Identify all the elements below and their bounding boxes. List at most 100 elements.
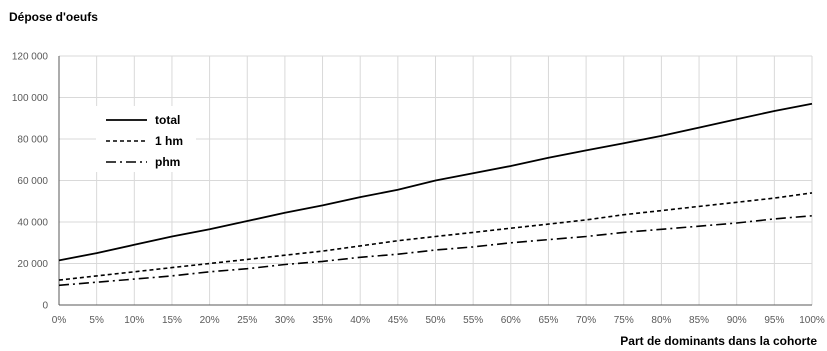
series-line-total: [58, 102, 813, 262]
data-point-total: [283, 211, 287, 215]
data-point-1-hm: [584, 218, 588, 222]
legend-label: phm: [155, 155, 180, 169]
legend: total 1 hm phm: [96, 106, 196, 172]
y-tick-label: 20 000: [17, 259, 48, 270]
data-point-phm: [57, 283, 61, 287]
data-point-1-hm: [546, 222, 550, 226]
y-tick-label: 80 000: [17, 135, 48, 146]
data-point-total: [95, 251, 99, 255]
y-tick-label: 60 000: [17, 176, 48, 187]
x-tick-label: 5%: [89, 315, 104, 326]
x-tick-label: 55%: [463, 315, 483, 326]
data-point-phm: [245, 267, 249, 271]
data-point-phm: [697, 224, 701, 228]
data-point-total: [509, 164, 513, 168]
legend-background: [96, 106, 196, 172]
data-point-1-hm: [170, 266, 174, 270]
data-point-1-hm: [735, 200, 739, 204]
data-point-1-hm: [810, 191, 814, 195]
data-point-phm: [772, 217, 776, 221]
data-point-total: [358, 195, 362, 199]
data-point-1-hm: [434, 235, 438, 239]
x-tick-label: 40%: [350, 315, 370, 326]
x-tick-label: 30%: [275, 315, 295, 326]
data-point-1-hm: [396, 239, 400, 243]
data-point-total: [57, 258, 61, 262]
data-point-total: [321, 203, 325, 207]
data-point-1-hm: [659, 209, 663, 213]
data-point-phm: [471, 245, 475, 249]
data-point-total: [245, 219, 249, 223]
x-tick-label: 90%: [727, 315, 747, 326]
data-point-1-hm: [358, 244, 362, 248]
data-point-phm: [283, 263, 287, 267]
x-tick-label: 60%: [501, 315, 521, 326]
y-tick-label: 100 000: [12, 93, 49, 104]
series-line-1-hm: [58, 192, 813, 281]
data-point-1-hm: [321, 249, 325, 253]
data-point-1-hm: [622, 213, 626, 217]
data-point-phm: [584, 235, 588, 239]
x-tick-label: 45%: [388, 315, 408, 326]
x-tick-label: 50%: [425, 315, 445, 326]
x-tick-label: 10%: [124, 315, 144, 326]
x-tick-label: 95%: [764, 315, 784, 326]
data-point-total: [471, 171, 475, 175]
data-point-1-hm: [283, 253, 287, 257]
y-tick-label: 40 000: [17, 218, 48, 229]
y-tick-label: 0: [42, 301, 48, 312]
data-point-1-hm: [57, 278, 61, 282]
data-point-total: [396, 188, 400, 192]
data-point-total: [434, 179, 438, 183]
data-point-phm: [396, 252, 400, 256]
y-tick-label: 120 000: [12, 52, 49, 63]
x-axis-title: Part de dominants dans la cohorte: [620, 334, 817, 348]
data-point-1-hm: [208, 262, 212, 266]
data-point-total: [208, 227, 212, 231]
x-tick-label: 75%: [614, 315, 634, 326]
data-point-1-hm: [697, 204, 701, 208]
x-tick-label: 85%: [689, 315, 709, 326]
data-point-total: [659, 134, 663, 138]
data-point-1-hm: [245, 257, 249, 261]
data-point-1-hm: [132, 270, 136, 274]
data-point-phm: [810, 214, 814, 218]
data-point-phm: [132, 277, 136, 281]
y-axis-title: Dépose d'oeufs: [9, 10, 98, 24]
legend-label: 1 hm: [155, 134, 183, 148]
x-tick-label: 25%: [237, 315, 257, 326]
x-tick-label: 15%: [162, 315, 182, 326]
data-point-total: [622, 141, 626, 145]
series-line-phm: [58, 215, 813, 287]
data-point-phm: [546, 238, 550, 242]
data-point-phm: [509, 241, 513, 245]
data-point-total: [697, 126, 701, 130]
x-tick-label: 20%: [200, 315, 220, 326]
data-point-phm: [321, 259, 325, 263]
data-point-1-hm: [95, 274, 99, 278]
x-tick-label: 100%: [799, 315, 825, 326]
data-point-total: [584, 148, 588, 152]
data-point-phm: [434, 248, 438, 252]
axes: [58, 56, 812, 306]
x-tick-label: 80%: [651, 315, 671, 326]
x-tick-label: 35%: [313, 315, 333, 326]
data-point-phm: [95, 280, 99, 284]
data-point-phm: [622, 230, 626, 234]
data-point-total: [810, 102, 814, 106]
gridlines: [59, 55, 813, 305]
data-point-total: [546, 156, 550, 160]
data-point-phm: [735, 221, 739, 225]
data-point-phm: [170, 274, 174, 278]
x-tick-label: 65%: [538, 315, 558, 326]
x-tick-label: 0%: [52, 315, 67, 326]
data-point-total: [170, 235, 174, 239]
legend-label: total: [155, 113, 180, 127]
data-point-phm: [208, 270, 212, 274]
data-point-1-hm: [471, 230, 475, 234]
data-point-total: [735, 117, 739, 121]
data-point-total: [772, 109, 776, 113]
data-point-phm: [358, 255, 362, 259]
data-point-1-hm: [509, 226, 513, 230]
